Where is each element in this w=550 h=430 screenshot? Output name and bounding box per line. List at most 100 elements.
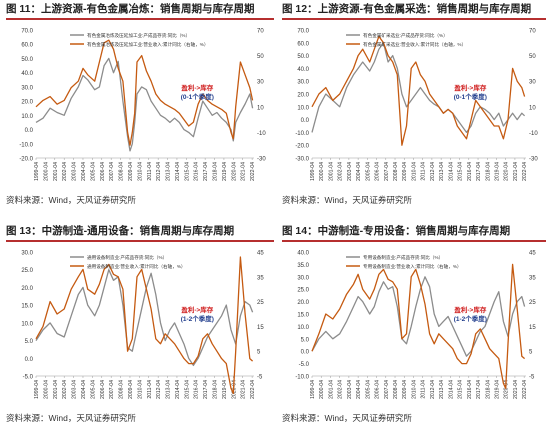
y-right-tick-label: -5 — [529, 375, 535, 381]
y-left-tick-label: 10.0 — [21, 114, 33, 120]
y-right-tick-label: -10 — [257, 131, 266, 137]
x-tick-label: 2007-04 — [109, 380, 115, 399]
x-tick-label: 2002-04 — [338, 162, 344, 181]
x-tick-label: 2010-04 — [137, 162, 143, 181]
x-tick-label: 2019-04 — [222, 162, 228, 181]
x-tick-label: 2001-04 — [328, 162, 334, 181]
y-left-tick-label: 20.0 — [21, 286, 33, 292]
y-left-tick-label: -20.0 — [295, 144, 309, 150]
y-left-tick-label: 35.0 — [297, 263, 309, 269]
annotation-line2: (0-1个季度) — [181, 92, 214, 101]
source-note: 资料来源：Wind，天风证券研究所 — [6, 413, 136, 423]
y-right-tick-label: -30 — [257, 157, 266, 163]
y-right-tick-label: 45 — [529, 251, 536, 257]
y-right-tick-label: 50 — [529, 54, 536, 60]
y-left-tick-label: 15.0 — [21, 304, 33, 310]
y-left-tick-label: 30.0 — [21, 251, 33, 257]
y-left-tick-label: 10.0 — [297, 325, 309, 331]
x-tick-label: 2007-04 — [109, 162, 115, 181]
x-tick-label: 2008-04 — [119, 162, 125, 181]
annotation-line2: (1-2个季度) — [181, 314, 214, 323]
x-tick-label: 2014-04 — [175, 162, 181, 181]
x-tick-label: 2020-04 — [231, 380, 237, 399]
y-right-tick-label: 15 — [529, 325, 536, 331]
y-right-tick-label: 45 — [257, 251, 264, 257]
legend-label: 有色金属冶炼及压延加工业:产成品存货:同比（%） — [87, 32, 190, 39]
x-tick-label: 2004-04 — [356, 380, 362, 399]
x-tick-label: 2008-04 — [393, 162, 399, 181]
y-left-tick-label: 15.0 — [297, 313, 309, 319]
annotation-line1: 盈利->库存 — [180, 83, 213, 92]
y-right-tick-label: -5 — [257, 375, 263, 381]
chart-panel-2: 图 12：上游资源-有色金属采选：销售周期与库存周期 -30.0 -20.0 -10… — [282, 2, 546, 208]
y-right-tick-label: 25 — [529, 300, 536, 306]
y-right-tick-label: 5 — [257, 350, 261, 356]
y-left-tick-label: 60.0 — [297, 41, 309, 47]
chart-panel-3: 图 13：中游制造-通用设备：销售周期与库存周期 -5.0 0.0 5.0 10.0 1… — [6, 224, 274, 428]
x-tick-label: 2008-04 — [393, 380, 399, 399]
x-tick-label: 2009-04 — [402, 380, 408, 399]
chart-title: 图 13：中游制造-通用设备：销售周期与库存周期 — [6, 224, 274, 242]
x-tick-label: 2020-04 — [504, 380, 510, 399]
y-left-tick-label: 70.0 — [21, 29, 33, 35]
y-left-tick-label: 50.0 — [297, 54, 309, 60]
annotation-line1: 盈利->库存 — [453, 305, 486, 314]
chart-svg-4: -10.0 -5.0 0.0 5.0 10.0 15.0 20.0 25.0 30.0 35.0 4… — [295, 251, 536, 400]
chart-title: 图 14：中游制造-专用设备：销售周期与库存周期 — [282, 224, 546, 242]
x-tick-label: 2009-04 — [128, 162, 134, 181]
x-tick-label: 1999-04 — [310, 162, 316, 181]
series-line-revenue — [311, 35, 526, 146]
y-right-tick-label: 35 — [257, 275, 264, 281]
x-tick-label: 2006-04 — [375, 162, 381, 181]
x-tick-label: 2005-04 — [90, 162, 96, 181]
legend-label: 专用设备制造业:产成品存货:同比（%） — [363, 254, 443, 261]
y-right-tick-label: 35 — [529, 275, 536, 281]
x-tick-label: 2006-04 — [375, 380, 381, 399]
y-left-tick-label: 0.0 — [25, 128, 34, 134]
x-tick-label: 2015-04 — [458, 380, 464, 399]
source-note: 资料来源：Wind，天风证券研究所 — [282, 413, 412, 423]
y-right-tick-label: 70 — [257, 29, 264, 35]
series-line-inventory — [35, 269, 254, 367]
y-left-tick-label: 10.0 — [297, 105, 309, 111]
chart-panel-4: 图 14：中游制造-专用设备：销售周期与库存周期 -10.0 -5.0 0.0 5.0… — [282, 224, 546, 428]
series-line-inventory — [311, 276, 526, 357]
y-right-tick-label: -10 — [529, 131, 538, 137]
x-tick-label: 2015-04 — [184, 162, 190, 181]
series-line-inventory — [35, 57, 254, 152]
x-tick-label: 2000-04 — [319, 380, 325, 399]
x-tick-label: 2000-04 — [43, 380, 49, 399]
chart-svg-1: -20.0 -10.0 0.0 10.0 20.0 30.0 40.0 50.0 60.0 70.… — [19, 29, 266, 182]
y-left-tick-label: 20.0 — [21, 100, 33, 106]
annotation-line1: 盈利->库存 — [453, 83, 486, 92]
x-tick-label: 1999-04 — [34, 162, 40, 181]
y-right-tick-label: 10 — [529, 105, 536, 111]
x-tick-label: 1999-04 — [310, 380, 316, 399]
x-tick-label: 2022-04 — [522, 162, 528, 181]
y-left-tick-label: 40.0 — [297, 67, 309, 73]
x-tick-label: 2005-04 — [365, 380, 371, 399]
x-tick-label: 2010-04 — [411, 380, 417, 399]
x-tick-label: 2017-04 — [476, 380, 482, 399]
series-line-revenue — [35, 39, 254, 146]
x-tick-label: 2013-04 — [439, 162, 445, 181]
x-tick-label: 2010-04 — [411, 162, 417, 181]
y-left-tick-label: 10.0 — [21, 321, 33, 327]
x-tick-label: 2006-04 — [100, 162, 106, 181]
series-line-revenue — [311, 263, 526, 390]
series-line-inventory — [311, 42, 526, 134]
x-tick-label: 2022-04 — [250, 162, 256, 181]
y-left-tick-label: -10.0 — [19, 142, 33, 148]
y-left-tick-label: 25.0 — [21, 268, 33, 274]
x-tick-label: 2018-04 — [485, 162, 491, 181]
chart-panel-1: 图 11：上游资源-有色金属冶炼：销售周期与库存周期 -20.0 -10.0 0.0… — [6, 2, 274, 208]
y-right-tick-label: 5 — [529, 350, 533, 356]
x-tick-label: 2018-04 — [485, 380, 491, 399]
x-tick-label: 2022-04 — [250, 380, 256, 399]
x-tick-label: 2017-04 — [203, 380, 209, 399]
x-tick-label: 2015-04 — [184, 380, 190, 399]
y-left-tick-label: -30.0 — [295, 157, 309, 163]
x-tick-label: 2000-04 — [43, 162, 49, 181]
y-right-tick-label: 10 — [257, 105, 264, 111]
y-left-tick-label: -5.0 — [23, 375, 34, 381]
